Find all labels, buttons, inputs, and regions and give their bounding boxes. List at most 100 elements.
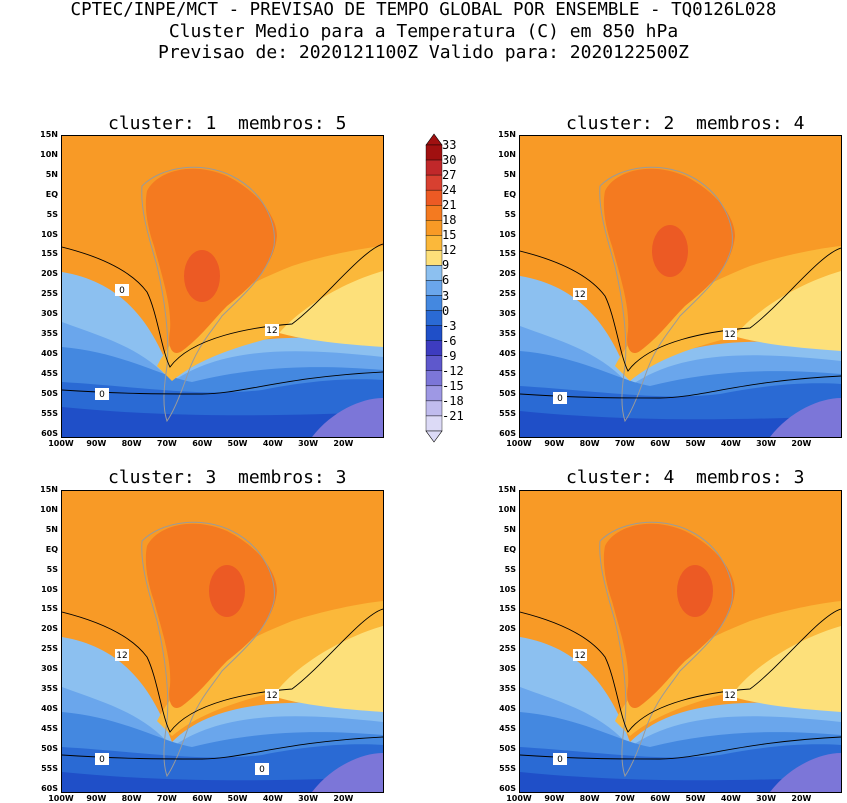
lat-label: 5N: [45, 169, 58, 179]
colorbar-swatch: [425, 144, 443, 161]
contour-0: [62, 371, 383, 395]
colorbar-swatches: [425, 133, 443, 443]
contour-label-box: [265, 689, 279, 701]
contour-label-box: [255, 763, 269, 775]
lat-label: 55S: [499, 408, 516, 418]
lon-label: 90W: [544, 439, 565, 448]
lat-label: 25S: [499, 289, 516, 299]
contour-label: 0: [259, 765, 265, 775]
lat-label: 35S: [41, 329, 58, 338]
field-cool-5: [520, 772, 841, 792]
lon-label: 20W: [791, 439, 812, 448]
lon-label: 60W: [650, 794, 671, 803]
contour-label: 12: [724, 691, 735, 701]
field-hot-2: [652, 225, 688, 277]
lat-label: 35S: [499, 329, 516, 338]
colorbar-swatch: [425, 189, 443, 206]
colorbar-bottom-arrow: [425, 430, 443, 443]
lat-label: 5S: [504, 564, 516, 574]
colorbar-label: 21: [442, 198, 457, 213]
lat-label: 40S: [41, 703, 58, 713]
lat-label: 55S: [499, 763, 516, 773]
lon-label: 80W: [121, 439, 142, 448]
lon-label: 60W: [650, 439, 671, 448]
lat-label: 60S: [499, 428, 516, 438]
lat-label: 10S: [41, 229, 58, 239]
lat-label: 25S: [499, 644, 516, 654]
lat-label: 15N: [498, 485, 516, 494]
lat-label: EQ: [45, 544, 58, 554]
figure-header: CPTEC/INPE/MCT - PREVISAO DE TEMPO GLOBA…: [0, 0, 847, 63]
panel-4-title: cluster: 4 membros: 3: [566, 467, 805, 488]
lon-label: 30W: [756, 794, 777, 803]
panel-1-map: 12 0 0: [61, 135, 384, 438]
contour-label: 0: [557, 755, 563, 765]
lat-label: 10N: [40, 504, 58, 514]
lat-label: 45S: [41, 368, 58, 378]
lat-label: EQ: [45, 189, 58, 199]
field-cold-corner: [770, 398, 841, 437]
colorbar-swatch: [425, 220, 443, 236]
contour-label: 12: [116, 651, 127, 661]
lat-label: 60S: [499, 783, 516, 793]
lat-label: 40S: [499, 703, 516, 713]
colorbar-swatch: [425, 174, 443, 191]
colorbar-label: -3: [442, 318, 457, 333]
header-line-2: Cluster Medio para a Temperatura (C) em …: [168, 21, 679, 42]
contour-label: 12: [574, 651, 585, 661]
lat-label: 45S: [41, 723, 58, 733]
lon-label: 100W: [506, 439, 532, 448]
lon-label: 80W: [121, 794, 142, 803]
lat-label: 35S: [499, 684, 516, 693]
contour-label-box: [115, 649, 129, 661]
colorbar-swatch: [425, 205, 443, 221]
lon-label: 100W: [48, 439, 74, 448]
lon-label: 60W: [192, 439, 213, 448]
colorbar-label: 12: [442, 243, 457, 258]
panel-4-map: 12 12 0: [519, 490, 842, 793]
lat-label: 15N: [498, 130, 516, 139]
lon-label: 30W: [298, 439, 319, 448]
field-hot-2: [677, 565, 713, 617]
lon-label: 80W: [579, 794, 600, 803]
contour-label-box: [553, 392, 567, 404]
colorbar-label: -6: [442, 333, 457, 348]
lat-label: 10S: [41, 584, 58, 594]
lat-label: 15S: [499, 249, 516, 259]
lat-label: 5S: [46, 564, 58, 574]
lat-label: 5S: [46, 209, 58, 219]
lon-label: 70W: [614, 794, 635, 803]
lat-label: 45S: [499, 368, 516, 378]
colorbar-label: -15: [442, 378, 464, 393]
contour-label-box: [95, 753, 109, 765]
lon-label: 70W: [156, 794, 177, 803]
lon-label: 90W: [86, 794, 107, 803]
lat-label: 5N: [503, 169, 516, 179]
colorbar-swatch: [425, 400, 443, 417]
lon-label: 40W: [720, 794, 741, 803]
colorbar-label: -9: [442, 348, 457, 363]
colorbar-label: 6: [442, 273, 450, 288]
colorbar-label: -21: [442, 408, 464, 423]
lat-label: 10S: [499, 229, 516, 239]
lon-label: 60W: [192, 794, 213, 803]
lat-label: 30S: [41, 309, 58, 319]
lat-label: 20S: [41, 269, 58, 279]
lat-label: 50S: [499, 388, 516, 398]
lat-label: 25S: [41, 289, 58, 299]
colorbar-swatch: [425, 325, 443, 341]
field-cool-5: [62, 407, 383, 437]
field-orange: [157, 246, 383, 381]
lon-label: 50W: [685, 794, 706, 803]
lat-label: 15N: [40, 485, 58, 494]
contour-0: [62, 736, 383, 760]
colorbar-label: 30: [442, 153, 457, 168]
lat-label: 55S: [41, 763, 58, 773]
lat-label: 45S: [499, 723, 516, 733]
lat-label: 55S: [41, 408, 58, 418]
field-orange: [615, 246, 841, 381]
lat-label: 50S: [499, 743, 516, 753]
colorbar-swatch: [425, 235, 443, 251]
field-cold-corner: [312, 398, 383, 437]
panel-2-map: 12 12 0: [519, 135, 842, 438]
